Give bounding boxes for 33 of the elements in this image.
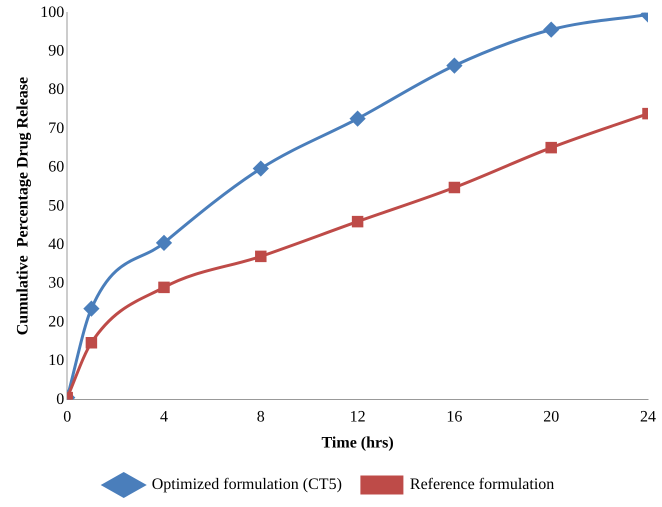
y-tick-label: 0 bbox=[56, 390, 64, 408]
y-tick-label: 10 bbox=[48, 352, 64, 370]
legend-label: Reference formulation bbox=[410, 476, 554, 494]
point bbox=[544, 22, 559, 38]
x-axis-title: Time (hrs) bbox=[322, 434, 394, 452]
point bbox=[255, 250, 267, 262]
y-axis-title: Cumulative Percentage Drug Release bbox=[14, 76, 32, 336]
point bbox=[253, 161, 268, 176]
point bbox=[86, 336, 98, 348]
point bbox=[448, 182, 460, 194]
x-tick-label: 20 bbox=[543, 408, 560, 426]
point bbox=[158, 282, 170, 294]
y-tick-label: 90 bbox=[48, 42, 64, 60]
point bbox=[545, 142, 557, 154]
x-tick-label: 8 bbox=[256, 408, 265, 426]
y-tick-label: 20 bbox=[48, 313, 64, 330]
point bbox=[446, 58, 462, 74]
x-tick-label: 24 bbox=[640, 408, 656, 426]
point bbox=[156, 235, 172, 250]
y-tick-label: 60 bbox=[48, 158, 64, 176]
y-tick-label: 40 bbox=[48, 236, 64, 254]
y-tick-label: 70 bbox=[48, 120, 64, 137]
x-tick-label: 4 bbox=[160, 408, 168, 426]
point bbox=[84, 301, 99, 316]
point bbox=[350, 111, 366, 126]
x-tick-label: 16 bbox=[446, 408, 462, 426]
point bbox=[352, 216, 364, 228]
x-tick-label: 12 bbox=[350, 408, 366, 426]
y-tick-label: 80 bbox=[48, 81, 64, 98]
y-tick-label: 50 bbox=[48, 197, 64, 214]
y-tick-label: 100 bbox=[40, 4, 64, 21]
legend-label: Optimized formulation (CT5) bbox=[152, 476, 342, 494]
y-tick-label: 30 bbox=[48, 274, 64, 292]
